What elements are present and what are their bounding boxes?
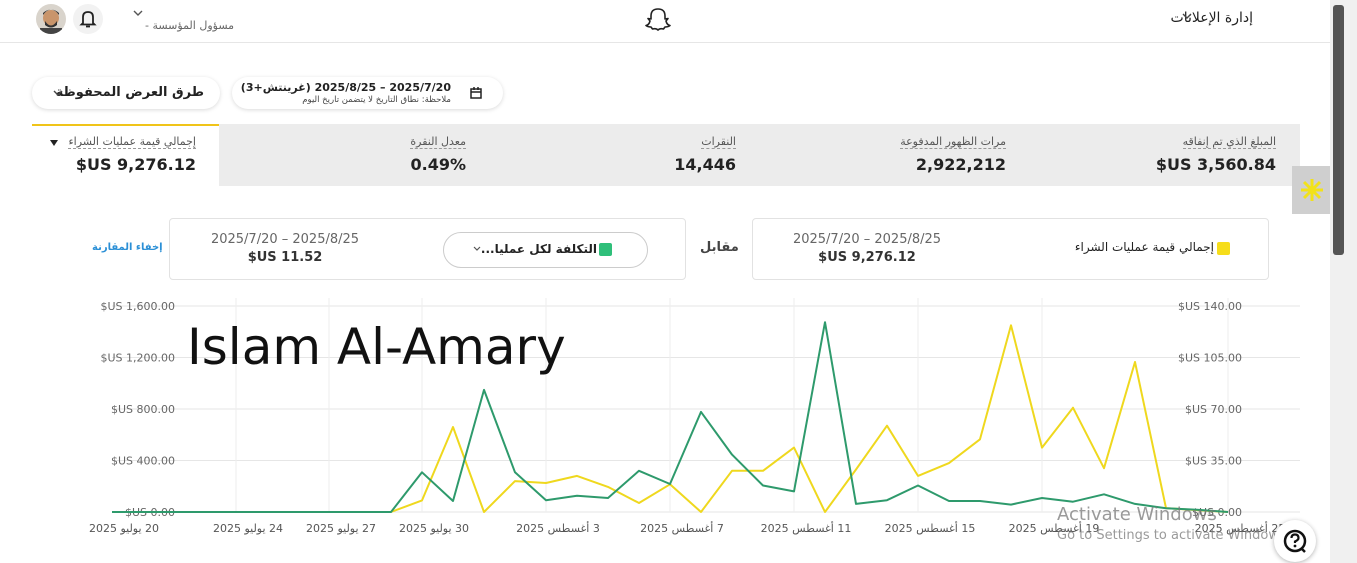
metric-label: مرات الظهور المدفوعة <box>900 135 1006 149</box>
dropdown-chevron <box>473 246 481 251</box>
primary-value: $US 9,276.12 <box>818 250 916 265</box>
metric-label: النقرات <box>701 135 736 149</box>
date-note: ملاحظة: نطاق التاريخ لا يتضمن تاريخ اليو… <box>302 95 451 105</box>
x-tick-label: 20 يوليو 2025 <box>89 522 159 535</box>
scrollbar-thumb[interactable] <box>1333 5 1344 255</box>
activate-title: Activate Windows <box>1057 504 1217 525</box>
account-chevron[interactable] <box>132 8 144 18</box>
y2-tick-label: $US 35.00 <box>1185 455 1242 468</box>
selected-metric-tab[interactable] <box>32 124 219 186</box>
y-tick-label: $US 800.00 <box>111 403 175 416</box>
primary-metric-box[interactable]: إجمالي قيمة عمليات الشراء 2025/7/20 – 20… <box>752 218 1269 280</box>
metric-value: 2,922,212 <box>915 155 1006 174</box>
metric-label: إجمالي قيمة عمليات الشراء <box>68 135 196 149</box>
x-tick-label: 25 أغسطس 2025 <box>1195 521 1286 535</box>
saved-views-label: طرق العرض المحفوظة <box>55 85 204 100</box>
avatar[interactable] <box>36 4 66 34</box>
side-tab-icon <box>1301 179 1323 201</box>
x-tick-label: 19 أغسطس 2025 <box>1009 521 1100 535</box>
activate-text: Go to Settings to activate Windows <box>1057 528 1286 543</box>
series-line <box>112 321 1229 513</box>
x-tick-label: 24 يوليو 2025 <box>213 522 283 535</box>
y-tick-label: $US 1,600.00 <box>100 300 175 313</box>
secondary-metric-dropdown[interactable]: التكلفة لكل عمليا... <box>443 232 648 268</box>
x-tick-label: 3 أغسطس 2025 <box>516 521 600 535</box>
help-button[interactable] <box>1274 520 1316 562</box>
date-range-button[interactable]: 2025/7/20 – 2025/8/25 (غرينتش+3) ملاحظة:… <box>232 77 503 109</box>
metric-label: معدل النقرة <box>410 135 466 149</box>
y-tick-label: $US 400.00 <box>111 455 175 468</box>
notifications-button[interactable] <box>73 4 103 34</box>
secondary-color-swatch <box>599 243 612 256</box>
y2-tick-label: $US 140.00 <box>1178 300 1242 313</box>
primary-metric-name: إجمالي قيمة عمليات الشراء <box>1074 240 1214 254</box>
x-tick-label: 11 أغسطس 2025 <box>761 521 852 535</box>
x-tick-label: 27 يوليو 2025 <box>306 522 376 535</box>
primary-range: 2025/7/20 – 2025/8/25 <box>792 232 942 247</box>
metric-value: $US 9,276.12 <box>75 155 196 174</box>
x-tick-label: 30 يوليو 2025 <box>399 522 469 535</box>
help-icon <box>1283 529 1307 553</box>
hide-comparison-link[interactable]: إخفاء المقارنة <box>92 242 163 253</box>
metric-label: المبلغ الذي تم إنفاقه <box>1182 135 1276 149</box>
bell-icon <box>79 11 97 28</box>
top-bar: مسؤول المؤسسة - إدارة الإعلانات <box>0 0 1330 43</box>
selected-metric-caret[interactable] <box>48 138 60 148</box>
primary-color-swatch <box>1217 242 1230 255</box>
metric-value: $US 3,560.84 <box>1155 155 1276 174</box>
account-name[interactable]: مسؤول المؤسسة - <box>145 19 235 32</box>
watermark: Islam Al-Amary <box>187 318 566 376</box>
saved-views-button[interactable]: طرق العرض المحفوظة <box>32 77 220 109</box>
side-tab[interactable] <box>1292 166 1332 214</box>
secondary-metric-box: 2025/7/20 – 2025/8/25 $US 11.52 التكلفة … <box>169 218 686 280</box>
y2-tick-label: $US 70.00 <box>1185 403 1242 416</box>
metric-value: 0.49% <box>410 155 466 174</box>
calendar-icon <box>470 87 482 99</box>
avatar-icon <box>40 9 62 34</box>
ads-manager-menu[interactable]: إدارة الإعلانات <box>1170 10 1253 26</box>
x-tick-label: 15 أغسطس 2025 <box>885 521 976 535</box>
versus-label: مقابل <box>700 240 739 255</box>
date-range: 2025/7/20 – 2025/8/25 (غرينتش+3) <box>240 81 451 94</box>
x-tick-label: 7 أغسطس 2025 <box>640 521 724 535</box>
y-tick-label: $US 1,200.00 <box>100 352 175 365</box>
snapchat-logo[interactable] <box>645 6 671 32</box>
secondary-metric-name: التكلفة لكل عمليا... <box>480 242 597 256</box>
y2-tick-label: $US 0.00 <box>1192 506 1242 519</box>
metric-value: 14,446 <box>674 155 736 174</box>
secondary-value: $US 11.52 <box>247 250 323 265</box>
secondary-range: 2025/7/20 – 2025/8/25 <box>210 232 360 247</box>
menu-chevron[interactable] <box>1181 11 1193 21</box>
y2-tick-label: $US 105.00 <box>1178 352 1242 365</box>
metrics-bar <box>32 124 1300 186</box>
saved-views-chevron <box>53 90 63 96</box>
